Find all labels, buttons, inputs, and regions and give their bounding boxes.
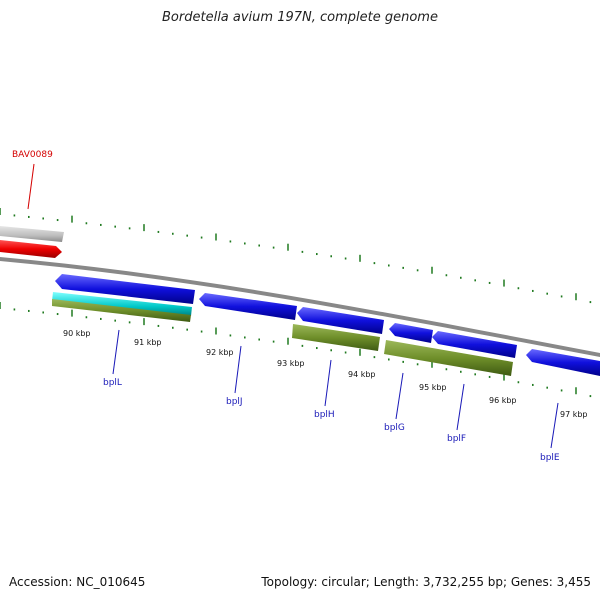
scale-label: 92 kbp [206,348,234,357]
gene-label-leader [112,329,120,375]
gene-label: bplL [103,378,122,388]
scale-label: 90 kbp [63,329,91,338]
rna-track [52,292,192,316]
tick-row-outer [0,208,592,304]
gene-label: bplF [447,434,466,444]
feature-track-olive [292,324,380,351]
gene-arrow-blue [199,293,297,320]
gene-label-leader [550,402,559,449]
genome-backbone [0,257,600,357]
gray-feature-track [0,226,64,242]
accession-label: Accession: NC_010645 [9,575,146,589]
gene-arrow-blue [389,323,433,343]
scale-label: 93 kbp [277,359,305,368]
gene-label: bplH [314,410,335,420]
gene-label-leader [324,359,332,407]
scale-label: 95 kbp [419,383,447,392]
feature-track-olive [384,340,513,376]
gene-arrow-blue [526,349,600,376]
gene-arrow-blue [55,274,195,304]
scale-label: 96 kbp [489,396,517,405]
gene-label-leader [27,163,35,210]
gene-label: bplG [384,423,405,433]
scale-label: 94 kbp [348,370,376,379]
gene-label: bplE [540,453,560,463]
gene-label-red: BAV0089 [12,150,53,160]
gene-arrow-blue [297,307,384,334]
map-title: Bordetella avium 197N, complete genome [162,10,438,25]
scale-label: 91 kbp [134,338,162,347]
topology-label: Topology: circular; Length: 3,732,255 bp… [261,575,591,589]
gene-arrow-blue [432,331,517,358]
feature-track-olive [52,299,191,322]
gene-label: bplJ [226,397,243,407]
gene-label-leader [456,383,465,431]
scale-label: 97 kbp [560,410,588,419]
gene-arrow-red [0,240,62,258]
gene-label-leader [234,345,242,394]
gene-label-leader [395,372,404,420]
